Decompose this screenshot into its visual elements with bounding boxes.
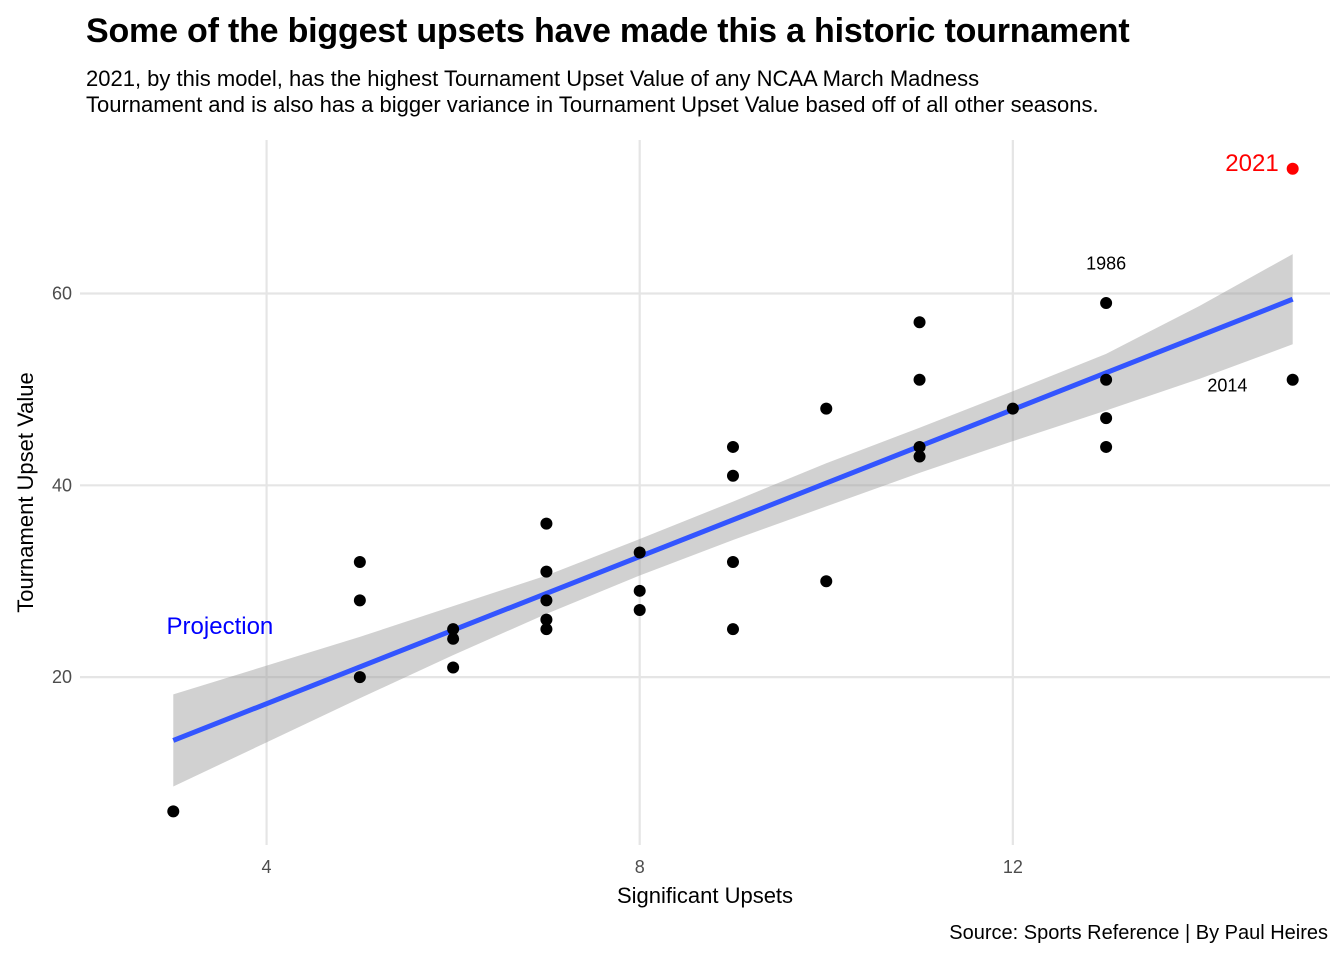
x-axis-ticks: 4 8 12 <box>262 857 1023 877</box>
data-point <box>726 440 739 453</box>
data-point <box>820 575 833 588</box>
x-tick-label: 12 <box>1003 857 1023 877</box>
data-point <box>1100 373 1113 386</box>
data-point <box>633 604 646 616</box>
data-point <box>1100 440 1113 453</box>
data-point <box>633 584 646 597</box>
data-point <box>1006 402 1019 415</box>
source-caption: Source: Sports Reference | By Paul Heire… <box>949 922 1328 944</box>
data-point <box>540 594 553 607</box>
data-point <box>353 671 366 684</box>
data-point <box>1286 373 1299 386</box>
y-tick-label: 40 <box>52 475 72 495</box>
data-point <box>447 623 460 636</box>
subtitle-line-1: 2021, by this model, has the highest Tou… <box>86 66 980 91</box>
data-point <box>820 402 833 415</box>
grid-lines <box>80 140 1330 845</box>
data-point <box>913 373 926 386</box>
annotation-1986: 1986 <box>1086 253 1126 273</box>
data-point <box>540 613 553 626</box>
data-point <box>447 632 460 645</box>
y-axis-ticks: 20 40 60 <box>52 283 72 687</box>
y-tick-label: 20 <box>52 667 72 687</box>
data-point <box>633 546 646 559</box>
x-axis-title: Significant Upsets <box>617 883 793 908</box>
x-tick-label: 8 <box>635 857 645 877</box>
y-axis-title: Tournament Upset Value <box>13 372 38 613</box>
trend-line <box>172 296 1294 743</box>
data-point <box>913 450 926 463</box>
trend-line-path <box>172 296 1294 743</box>
annotations: 1986 2014 Projection 2021 <box>167 150 1279 640</box>
data-point <box>1100 297 1113 310</box>
chart-title: Some of the biggest upsets have made thi… <box>86 12 1130 50</box>
annotation-projection: Projection <box>167 613 274 640</box>
data-point <box>913 440 926 453</box>
y-tick-label: 60 <box>52 283 72 303</box>
data-point <box>726 623 739 636</box>
subtitle-line-2: Tournament and is also has a bigger vari… <box>86 92 1099 117</box>
data-point <box>353 556 366 569</box>
data-point <box>540 517 553 530</box>
data-point <box>1100 412 1113 425</box>
data-points <box>167 162 1299 818</box>
data-point <box>540 565 553 578</box>
chart-subtitle: 2021, by this model, has the highest Tou… <box>86 66 1336 118</box>
data-point <box>913 316 926 329</box>
data-point <box>167 805 180 818</box>
highlight-point-2021 <box>1286 162 1299 175</box>
data-point <box>726 556 739 569</box>
data-point <box>353 594 366 607</box>
annotation-2014: 2014 <box>1207 375 1247 395</box>
annotation-2021: 2021 <box>1225 150 1278 177</box>
data-point <box>540 623 553 636</box>
x-tick-label: 4 <box>262 857 272 877</box>
data-point <box>447 661 460 674</box>
data-point <box>726 469 739 482</box>
